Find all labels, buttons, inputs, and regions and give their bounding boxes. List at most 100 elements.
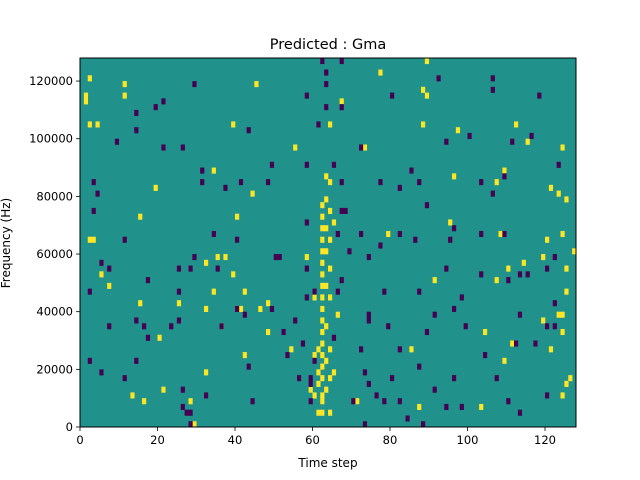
heatmap-cell-low (184, 409, 189, 416)
heatmap-cell-low (145, 334, 151, 341)
heatmap-cell-high (320, 282, 325, 289)
heatmap-cell-low (490, 190, 495, 197)
heatmap-cell-high (316, 380, 321, 387)
heatmap-cell-low (432, 311, 437, 318)
heatmap-cell-low (459, 294, 464, 301)
heatmap-cell-high (560, 230, 565, 238)
heatmap-cell-low (533, 340, 538, 347)
heatmap-cell-high (564, 288, 569, 295)
y-tick-label: 100000 (29, 132, 73, 146)
heatmap-cell-high (176, 300, 182, 307)
heatmap-cell-high (254, 81, 259, 88)
heatmap-cell-low (417, 179, 422, 186)
heatmap-cell-high (417, 403, 422, 411)
heatmap-cell-high (107, 282, 112, 289)
heatmap-cell-low (502, 230, 507, 238)
heatmap-cell-high (514, 121, 519, 128)
heatmap-cell-low (397, 398, 402, 405)
heatmap-cell-low (339, 207, 344, 214)
heatmap-cell-low (242, 311, 247, 318)
heatmap-cell-low (176, 265, 182, 272)
y-tick-label: 120000 (29, 74, 73, 88)
heatmap-cell-low (545, 265, 550, 272)
heatmap-cell-low (142, 323, 147, 330)
heatmap-cell-high (560, 144, 565, 151)
heatmap-cell-low (215, 265, 220, 272)
heatmap-cell-high (192, 421, 197, 428)
heatmap-cell-high (525, 138, 530, 145)
heatmap-cell-low (107, 265, 112, 272)
heatmap-cell-high (479, 403, 484, 411)
heatmap-cell-high (421, 121, 426, 128)
heatmap-cell-low (459, 403, 464, 411)
heatmap-cell-high (564, 380, 569, 387)
heatmap-cell-high (122, 81, 127, 88)
heatmap-cell-low (378, 242, 383, 249)
heatmap-cell-low (517, 409, 523, 416)
heatmap-cell-high (211, 167, 216, 174)
heatmap-cell-high (83, 92, 89, 99)
heatmap-cell-high (231, 271, 236, 278)
heatmap-cell-high (138, 300, 143, 307)
heatmap-cell-high (316, 409, 321, 416)
heatmap-cell-high (572, 248, 577, 255)
heatmap-cell-low (134, 317, 139, 324)
heatmap-cell-low (277, 254, 282, 261)
heatmap-cell-high (324, 282, 329, 289)
heatmap-cell-low (169, 323, 174, 330)
heatmap-cell-low (266, 179, 271, 186)
heatmap-cell-low (304, 219, 309, 226)
heatmap-cell-low (324, 81, 329, 88)
heatmap-cell-high (498, 230, 503, 238)
heatmap-cell-high (320, 213, 325, 220)
heatmap-cell-high (541, 254, 546, 261)
heatmap-cell-low (91, 179, 96, 186)
heatmap-cell-low (545, 323, 550, 330)
heatmap-cell-low (145, 277, 151, 284)
heatmap-cell-low (390, 92, 395, 99)
heatmap-cell-low (99, 369, 104, 376)
heatmap-cell-low (281, 328, 286, 336)
heatmap-cell-low (359, 230, 364, 238)
heatmap-cell-high (556, 190, 561, 197)
heatmap-cell-high (130, 392, 135, 399)
heatmap-cell-high (548, 184, 554, 191)
y-tick-label: 60000 (36, 247, 73, 261)
heatmap-cell-low (452, 375, 457, 382)
heatmap-cell-low (238, 179, 244, 186)
heatmap-cell-low (529, 132, 534, 140)
heatmap-cell-low (200, 167, 205, 174)
heatmap-cell-low (366, 317, 371, 324)
heatmap-cell-low (339, 58, 344, 65)
heatmap-cell-low (176, 288, 182, 295)
heatmap-cell-high (560, 328, 565, 336)
heatmap-cell-high (328, 294, 333, 301)
heatmap-cell-high (258, 305, 263, 312)
heatmap-cell-high (328, 179, 333, 186)
heatmap-cell-low (343, 207, 348, 214)
heatmap-cell-high (328, 409, 333, 416)
heatmap-cell-low (452, 225, 457, 232)
heatmap-cell-low (246, 127, 251, 134)
heatmap-cell-low (390, 375, 395, 382)
heatmap-cell-low (386, 323, 391, 330)
heatmap-cell-high (324, 323, 329, 330)
plot-area (79, 57, 577, 428)
heatmap-cell-low (297, 375, 302, 382)
heatmap-cell-high (99, 271, 104, 278)
heatmap-cell-low (506, 398, 511, 405)
heatmap-cell-high (324, 173, 329, 180)
heatmap-cell-high (95, 121, 100, 128)
heatmap-cell-low (308, 380, 313, 387)
heatmap-cell-high (242, 352, 247, 359)
heatmap-cell-high (339, 98, 344, 105)
heatmap-cell-low (200, 179, 205, 186)
y-tick-label: 40000 (36, 305, 73, 319)
heatmap-cell-low (293, 317, 298, 324)
heatmap-cell-high (266, 300, 271, 307)
heatmap-cell-high (560, 311, 565, 318)
heatmap-cell-high (316, 346, 321, 353)
heatmap-cell-low (366, 380, 371, 387)
heatmap-cell-high (320, 305, 325, 312)
heatmap-cell-low (122, 375, 127, 382)
